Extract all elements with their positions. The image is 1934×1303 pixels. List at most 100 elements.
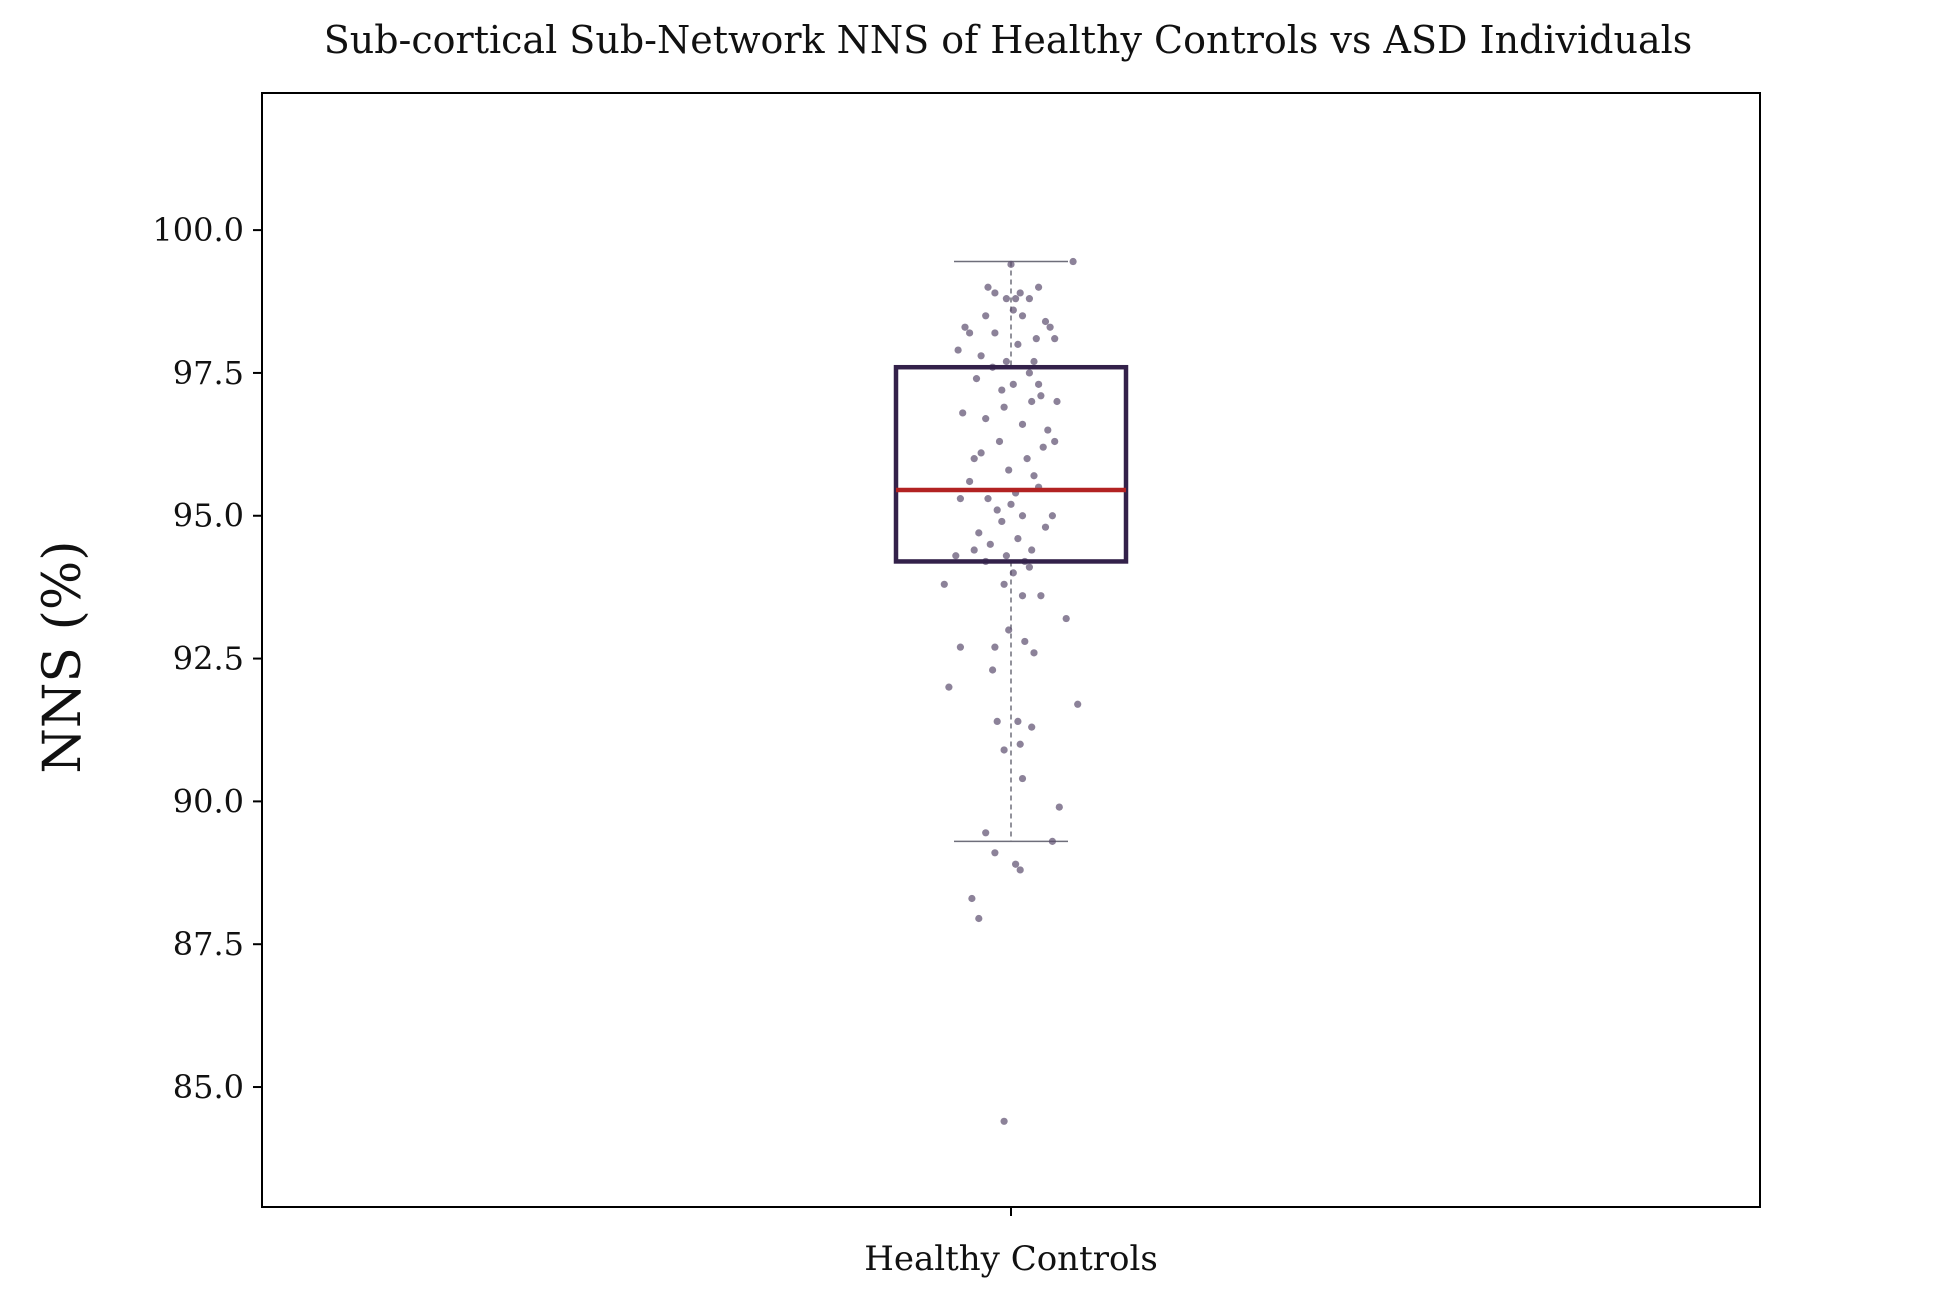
data-point — [975, 529, 983, 537]
data-point — [954, 346, 962, 354]
data-point — [966, 477, 974, 486]
data-point — [970, 455, 978, 463]
data-point — [1032, 335, 1040, 343]
y-tick-label: 92.5 — [173, 640, 244, 678]
data-point — [998, 517, 1006, 526]
data-point — [1005, 626, 1013, 634]
data-point — [982, 829, 990, 837]
data-point — [1044, 426, 1052, 434]
data-point — [1074, 700, 1082, 708]
data-point — [1014, 717, 1022, 726]
data-point — [1037, 392, 1045, 400]
y-tick-label: 95.0 — [173, 497, 244, 535]
data-point — [952, 552, 960, 560]
data-point — [991, 643, 999, 651]
data-point — [1016, 740, 1024, 748]
data-point — [1025, 369, 1033, 377]
data-point — [977, 352, 985, 360]
data-point — [1035, 283, 1043, 291]
data-point — [991, 329, 999, 337]
data-point — [1007, 500, 1015, 508]
data-point — [1012, 295, 1020, 303]
data-point — [972, 375, 981, 383]
y-tick-label: 85.0 — [173, 1068, 244, 1106]
data-point — [1055, 803, 1063, 811]
data-point — [991, 849, 999, 857]
data-point — [1018, 312, 1027, 320]
iqr-box — [893, 364, 1129, 564]
y-tick-label: 90.0 — [173, 782, 244, 820]
data-point — [1025, 563, 1033, 571]
data-point — [1018, 420, 1027, 428]
data-point — [961, 323, 969, 331]
data-point — [968, 894, 976, 903]
data-point — [1000, 403, 1008, 411]
data-point — [1028, 546, 1036, 554]
data-point — [1037, 592, 1045, 600]
data-point — [1005, 466, 1013, 474]
data-point — [1012, 860, 1020, 868]
data-point — [1030, 357, 1038, 366]
data-point — [1002, 552, 1011, 560]
data-point — [1002, 295, 1011, 303]
data-point — [945, 683, 953, 691]
data-point — [1025, 295, 1033, 303]
data-point — [1028, 723, 1036, 731]
data-point — [1018, 592, 1027, 600]
data-point — [1000, 746, 1008, 754]
data-point — [1035, 380, 1043, 388]
data-point — [970, 546, 978, 554]
data-point — [1041, 523, 1050, 531]
data-point — [993, 717, 1001, 726]
data-point — [1000, 1117, 1008, 1125]
data-point — [1009, 569, 1017, 577]
data-point — [977, 449, 985, 457]
data-point — [959, 409, 967, 417]
chart-title: Sub-cortical Sub-Network NNS of Healthy … — [324, 18, 1693, 62]
data-point — [1014, 340, 1022, 348]
data-point — [1039, 443, 1047, 451]
data-point — [1048, 512, 1056, 520]
data-point — [1053, 397, 1061, 406]
plot-frame — [261, 92, 1761, 1208]
data-point — [1030, 649, 1038, 657]
data-point — [1023, 455, 1031, 463]
plot-area: 85.0 87.5 90.0 92.5 95.0 97.5 100.0 Healthy Con… — [152, 92, 1761, 1279]
data-point — [1046, 323, 1054, 331]
data-point — [1014, 535, 1022, 543]
data-point — [984, 283, 992, 291]
data-point — [1041, 317, 1050, 326]
data-point — [940, 580, 948, 588]
data-point — [1030, 472, 1038, 480]
data-point — [1009, 380, 1017, 388]
y-tick-label: 87.5 — [173, 925, 244, 963]
data-point — [995, 437, 1004, 446]
data-point — [1048, 837, 1056, 845]
data-point — [1018, 774, 1027, 783]
data-point — [1002, 357, 1011, 366]
data-point — [986, 540, 994, 548]
data-point — [1069, 257, 1077, 266]
data-point — [1016, 866, 1024, 874]
data-point — [982, 415, 990, 423]
data-point — [956, 495, 965, 503]
y-axis-label: NNS (%) — [33, 540, 93, 773]
data-point — [1016, 289, 1024, 297]
data-point — [1021, 637, 1029, 646]
x-tick-label: Healthy Controls — [864, 1239, 1158, 1279]
data-point — [982, 312, 990, 320]
data-point — [1009, 306, 1017, 314]
data-point — [1051, 437, 1059, 446]
data-point — [956, 643, 965, 651]
data-point — [1007, 260, 1015, 268]
data-point — [1062, 614, 1070, 623]
data-point — [989, 666, 997, 674]
data-point — [991, 289, 999, 297]
data-point — [998, 386, 1006, 394]
y-tick-label: 100.0 — [152, 211, 244, 249]
data-point — [1018, 512, 1027, 520]
data-point — [993, 506, 1001, 514]
y-tick-label: 97.5 — [173, 354, 244, 392]
